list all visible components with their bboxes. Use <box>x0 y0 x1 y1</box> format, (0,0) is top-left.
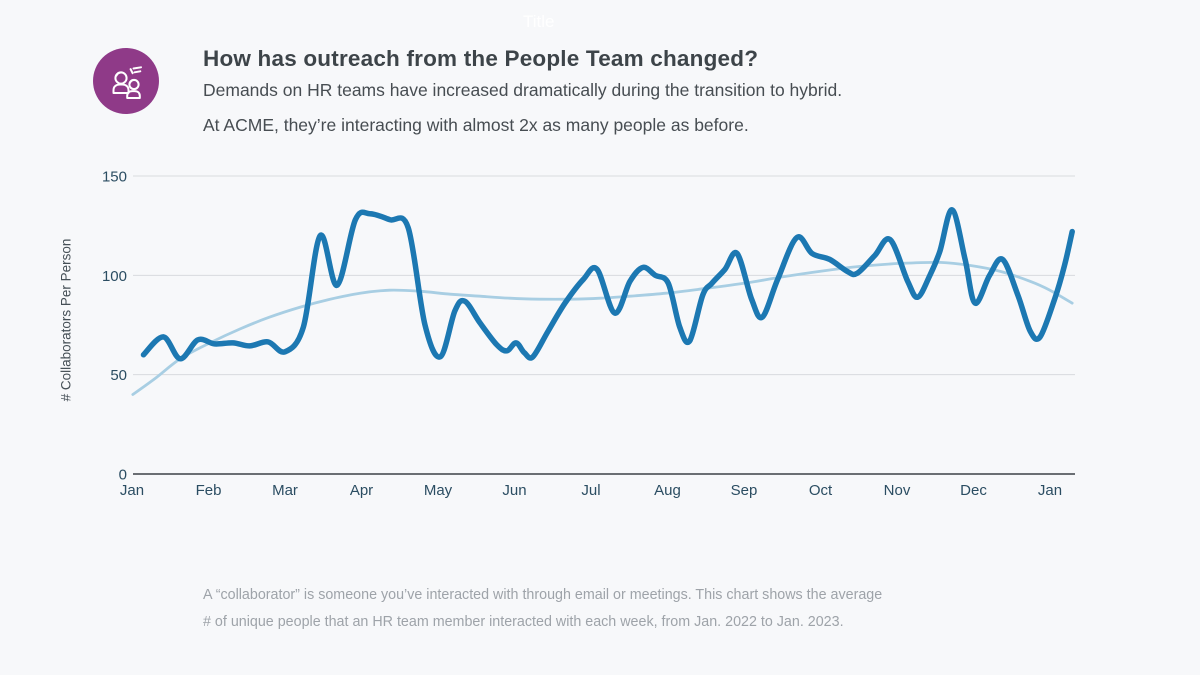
subtitle-line-2: At ACME, they’re interacting with almost… <box>203 115 749 135</box>
x-tick-label-9: Oct <box>809 482 833 499</box>
x-tick-label-7: Aug <box>654 482 681 499</box>
x-tick-label-3: Apr <box>350 482 373 499</box>
person-left-body <box>112 83 130 94</box>
ghost-title-placeholder: Title <box>523 12 555 31</box>
x-tick-label-6: Jul <box>581 482 600 499</box>
chart-footnote: A “collaborator” is someone you’ve inter… <box>203 582 882 636</box>
y-tick-label-150: 150 <box>102 169 127 186</box>
x-tick-label-5: Jun <box>502 482 526 499</box>
x-tick-label-11: Dec <box>960 482 987 499</box>
speech-line-1 <box>132 66 142 70</box>
footnote-line-1: A “collaborator” is someone you’ve inter… <box>203 587 883 603</box>
x-tick-label-10: Nov <box>884 482 911 499</box>
weekly-avg-collaborators-line <box>140 207 1075 362</box>
y-tick-label-50: 50 <box>110 367 127 384</box>
page-title: How has outreach from the People Team ch… <box>203 46 759 71</box>
x-tick-label-0: Jan <box>120 482 144 499</box>
x-tick-label-1: Feb <box>196 482 222 499</box>
y-tick-label-100: 100 <box>102 268 127 285</box>
y-tick-label-0: 0 <box>119 467 127 484</box>
people-team-icon <box>93 48 159 114</box>
x-tick-label-8: Sep <box>731 482 758 499</box>
people-conversation-icon-graphic <box>112 66 142 99</box>
x-tick-label-2: Mar <box>272 482 298 499</box>
footnote-line-2: # of unique people that an HR team membe… <box>203 614 844 630</box>
subtitle-line-1: Demands on HR teams have increased drama… <box>203 80 843 100</box>
speech-line-3 <box>129 68 134 75</box>
speech-line-2 <box>133 70 142 74</box>
person-left-hair <box>115 71 123 77</box>
x-tick-label-12: Jan <box>1038 482 1062 499</box>
person-right-body <box>126 90 141 99</box>
x-tick-label-4: May <box>424 482 453 499</box>
person-right-hair <box>129 79 136 84</box>
